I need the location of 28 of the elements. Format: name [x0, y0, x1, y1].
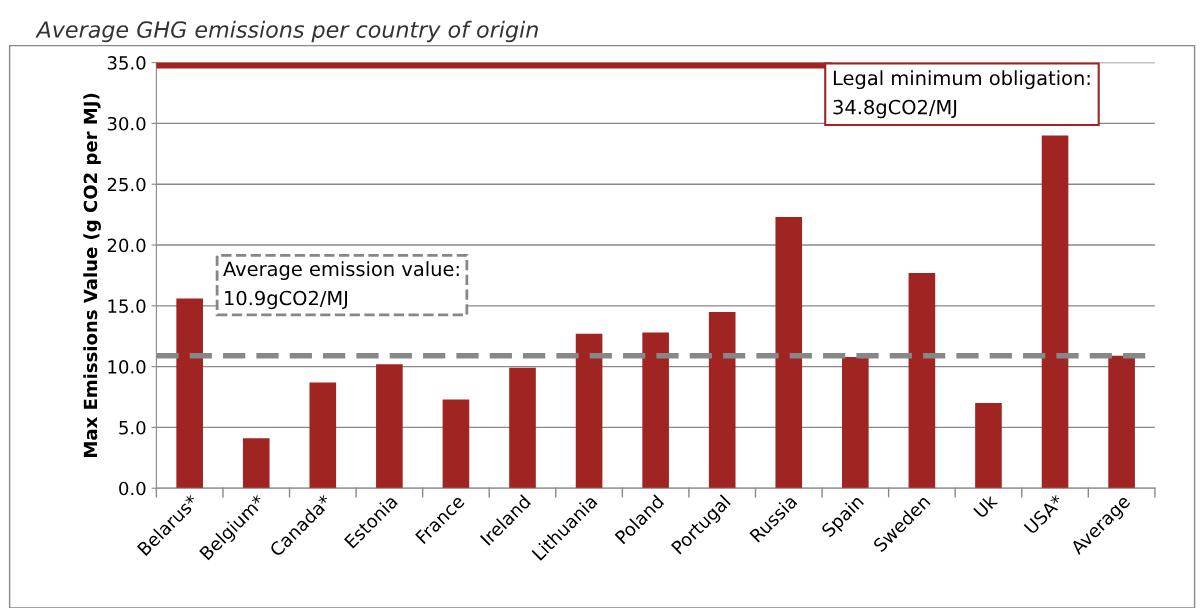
bar — [642, 332, 669, 489]
bar — [442, 399, 470, 489]
y-tick-label: 15.0 — [108, 299, 146, 313]
y-tick-label: 25.0 — [107, 177, 146, 192]
bar — [1108, 355, 1135, 489]
y-tick-label: 0.0 — [119, 481, 146, 496]
bar — [975, 403, 1002, 489]
bar — [708, 311, 736, 489]
y-tick-label: 30.0 — [107, 116, 146, 131]
y-tick-label: 35.0 — [107, 56, 146, 70]
bar — [242, 438, 270, 489]
bar — [1041, 135, 1069, 489]
y-tick-label: 5.0 — [119, 420, 146, 435]
y-tick-label: 10.0 — [108, 360, 146, 374]
ref-line-label: Average emission value: 10.9gCO2/MJ — [223, 261, 459, 310]
x-tick-label: Uk — [972, 493, 999, 519]
ref-line-label: Legal minimum obligation: 34.8gCO2/MJ — [833, 70, 1090, 119]
bar — [176, 298, 203, 489]
bar — [842, 356, 869, 489]
bar — [309, 382, 337, 489]
bar — [509, 367, 536, 489]
bar — [775, 217, 803, 489]
bar — [575, 333, 603, 489]
y-tick-label: 20.0 — [107, 238, 146, 253]
y-axis-title: Max Emissions Value (g CO2 per MJ) — [83, 93, 101, 457]
bar — [908, 272, 936, 489]
chart-title: Average GHG emissions per country of origin — [35, 20, 538, 43]
bar — [376, 364, 403, 489]
